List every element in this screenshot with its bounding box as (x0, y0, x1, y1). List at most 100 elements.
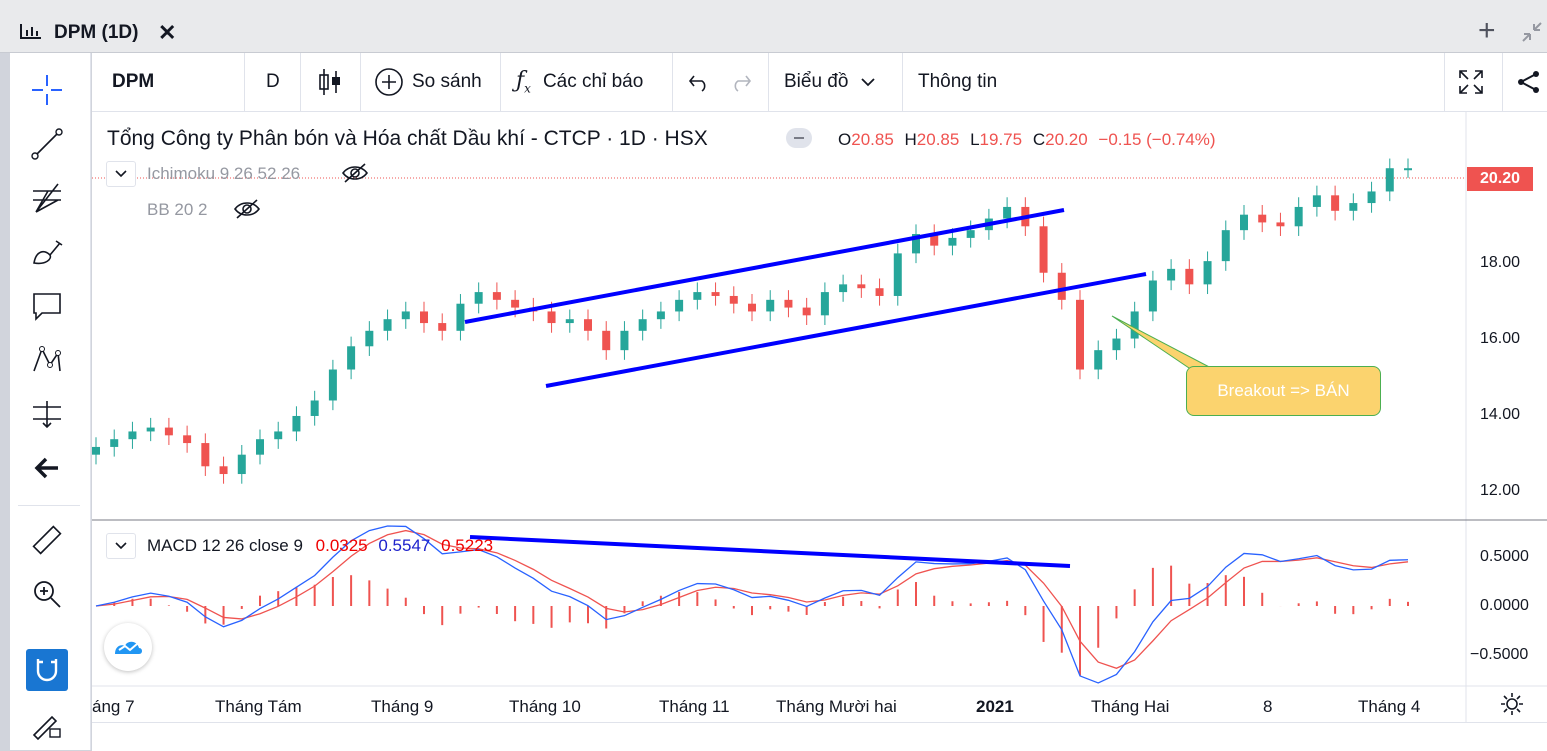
crosshair-icon[interactable] (26, 69, 68, 111)
chart-toolbar: DPM D So sánh ƒx Các chỉ báo Biểu đồ Thô… (92, 53, 1547, 112)
magnet-icon[interactable] (26, 649, 68, 691)
macd-legend[interactable]: MACD 12 26 close 9 0.0325 0.5547 0.5223 (147, 536, 494, 555)
arrow-left-icon[interactable] (26, 447, 68, 489)
candle-body (146, 427, 155, 432)
undo-icon[interactable] (688, 53, 710, 111)
compare-button[interactable]: So sánh (374, 53, 482, 111)
candle-body (128, 431, 137, 440)
close-value: 20.20 (1045, 130, 1088, 149)
chevron-down-icon (861, 78, 876, 87)
bb-indicator-label[interactable]: BB 20 2 (147, 200, 208, 219)
window-titlebar: DPM (1D) ✕ + (0, 0, 1547, 53)
macd-tick: −0.5000 (1470, 646, 1529, 663)
redo-icon[interactable] (730, 53, 752, 111)
candle-body (766, 299, 775, 312)
candle-body (893, 253, 902, 296)
high-value: 20.85 (916, 130, 960, 149)
price-tick: 14.00 (1480, 406, 1521, 423)
time-tick: Tháng Hai (1091, 697, 1170, 716)
interval-selector[interactable]: D (266, 71, 280, 92)
candle-body (675, 299, 684, 312)
fib-tool-icon[interactable] (26, 177, 68, 219)
chart-pane[interactable] (92, 112, 1547, 750)
candle-body (274, 431, 283, 440)
add-icon[interactable]: + (1478, 14, 1496, 47)
settings-gear-icon[interactable] (1500, 692, 1524, 721)
channel-upper-trendline (464, 208, 1065, 324)
lock-drawing-icon[interactable] (26, 703, 68, 745)
fullscreen-icon[interactable] (1458, 53, 1484, 111)
minus-icon[interactable] (786, 128, 812, 148)
open-value: 20.85 (851, 130, 894, 149)
macd-collapse-button[interactable] (106, 533, 136, 559)
macd-pane (95, 525, 1409, 684)
macd-tick: 0.5000 (1480, 548, 1529, 565)
price-tick: 12.00 (1480, 482, 1521, 499)
candle-body (1404, 168, 1412, 171)
candle-body (1294, 206, 1303, 227)
candle-body (310, 400, 319, 416)
symbol-search[interactable]: DPM (112, 71, 155, 92)
candle-body (820, 292, 829, 316)
candle-body (620, 330, 629, 351)
trendline-icon[interactable] (26, 123, 68, 165)
time-tick: 8 (1263, 697, 1273, 716)
eye-hidden-icon[interactable] (341, 162, 369, 189)
brush-icon[interactable] (26, 231, 68, 273)
candle-body (748, 303, 756, 312)
candle-body (164, 427, 173, 436)
breakout-callout[interactable]: Breakout => BÁN (1186, 366, 1381, 416)
tradingview-logo-icon[interactable] (104, 623, 152, 671)
chart-type-button[interactable]: Biểu đồ (784, 53, 876, 111)
collapse-icon[interactable] (1520, 20, 1544, 49)
candle-body (110, 439, 119, 447)
candle-body (602, 330, 611, 351)
candle-body (565, 319, 574, 324)
pattern-icon[interactable] (26, 339, 68, 381)
candle-body (1003, 206, 1012, 219)
info-button[interactable]: Thông tin (918, 71, 998, 92)
candle-style-icon[interactable] (318, 53, 342, 111)
candle-body (1167, 268, 1176, 281)
symbol-legend-title: Tổng Công ty Phân bón và Hóa chất Dầu kh… (107, 127, 708, 150)
candle-body (711, 292, 720, 296)
candle-body (511, 299, 520, 308)
candle-body (456, 303, 465, 331)
candle-body (365, 330, 374, 347)
legend-collapse-button[interactable] (106, 161, 136, 187)
last-price-badge: 20.20 (1467, 167, 1533, 191)
candle-body (201, 443, 210, 467)
zoom-in-icon[interactable] (26, 573, 68, 615)
eye-hidden-icon[interactable] (233, 198, 261, 225)
macd-tick: 0.0000 (1480, 597, 1529, 614)
time-tick: 2021 (976, 697, 1014, 716)
candle-body (584, 319, 592, 331)
ruler-icon[interactable] (26, 519, 68, 561)
chevron-down-icon (115, 542, 127, 550)
measure-tool-icon[interactable] (26, 393, 68, 435)
ichimoku-indicator-label[interactable]: Ichimoku 9 26 52 26 (147, 164, 301, 183)
candle-body (912, 234, 920, 254)
time-tick: Tháng 4 (1358, 697, 1421, 716)
close-icon[interactable]: ✕ (158, 20, 177, 45)
candle-body (438, 323, 447, 331)
text-callout-icon[interactable] (26, 285, 68, 327)
candle-body (292, 415, 301, 432)
time-tick: Tháng Tám (215, 697, 302, 716)
compare-label: So sánh (412, 71, 482, 92)
candle-body (857, 284, 866, 289)
candle-body (1221, 230, 1230, 262)
window-title: DPM (1D) (54, 22, 139, 43)
macd-signal-line (95, 529, 1409, 669)
plus-circle-icon (375, 68, 403, 96)
candle-body (183, 435, 192, 444)
candle-body (1331, 195, 1340, 211)
price-tick: 16.00 (1480, 330, 1521, 347)
candle-body (1385, 168, 1394, 192)
indicators-button[interactable]: ƒx Các chỉ báo (516, 53, 643, 111)
share-icon[interactable] (1516, 53, 1542, 111)
macd-hist-value: 0.0325 (315, 536, 368, 555)
ohlc-values: O20.85 H20.85 L19.75 C20.20 −0.15 (−0.74… (838, 130, 1216, 149)
candle-body (1057, 272, 1066, 300)
